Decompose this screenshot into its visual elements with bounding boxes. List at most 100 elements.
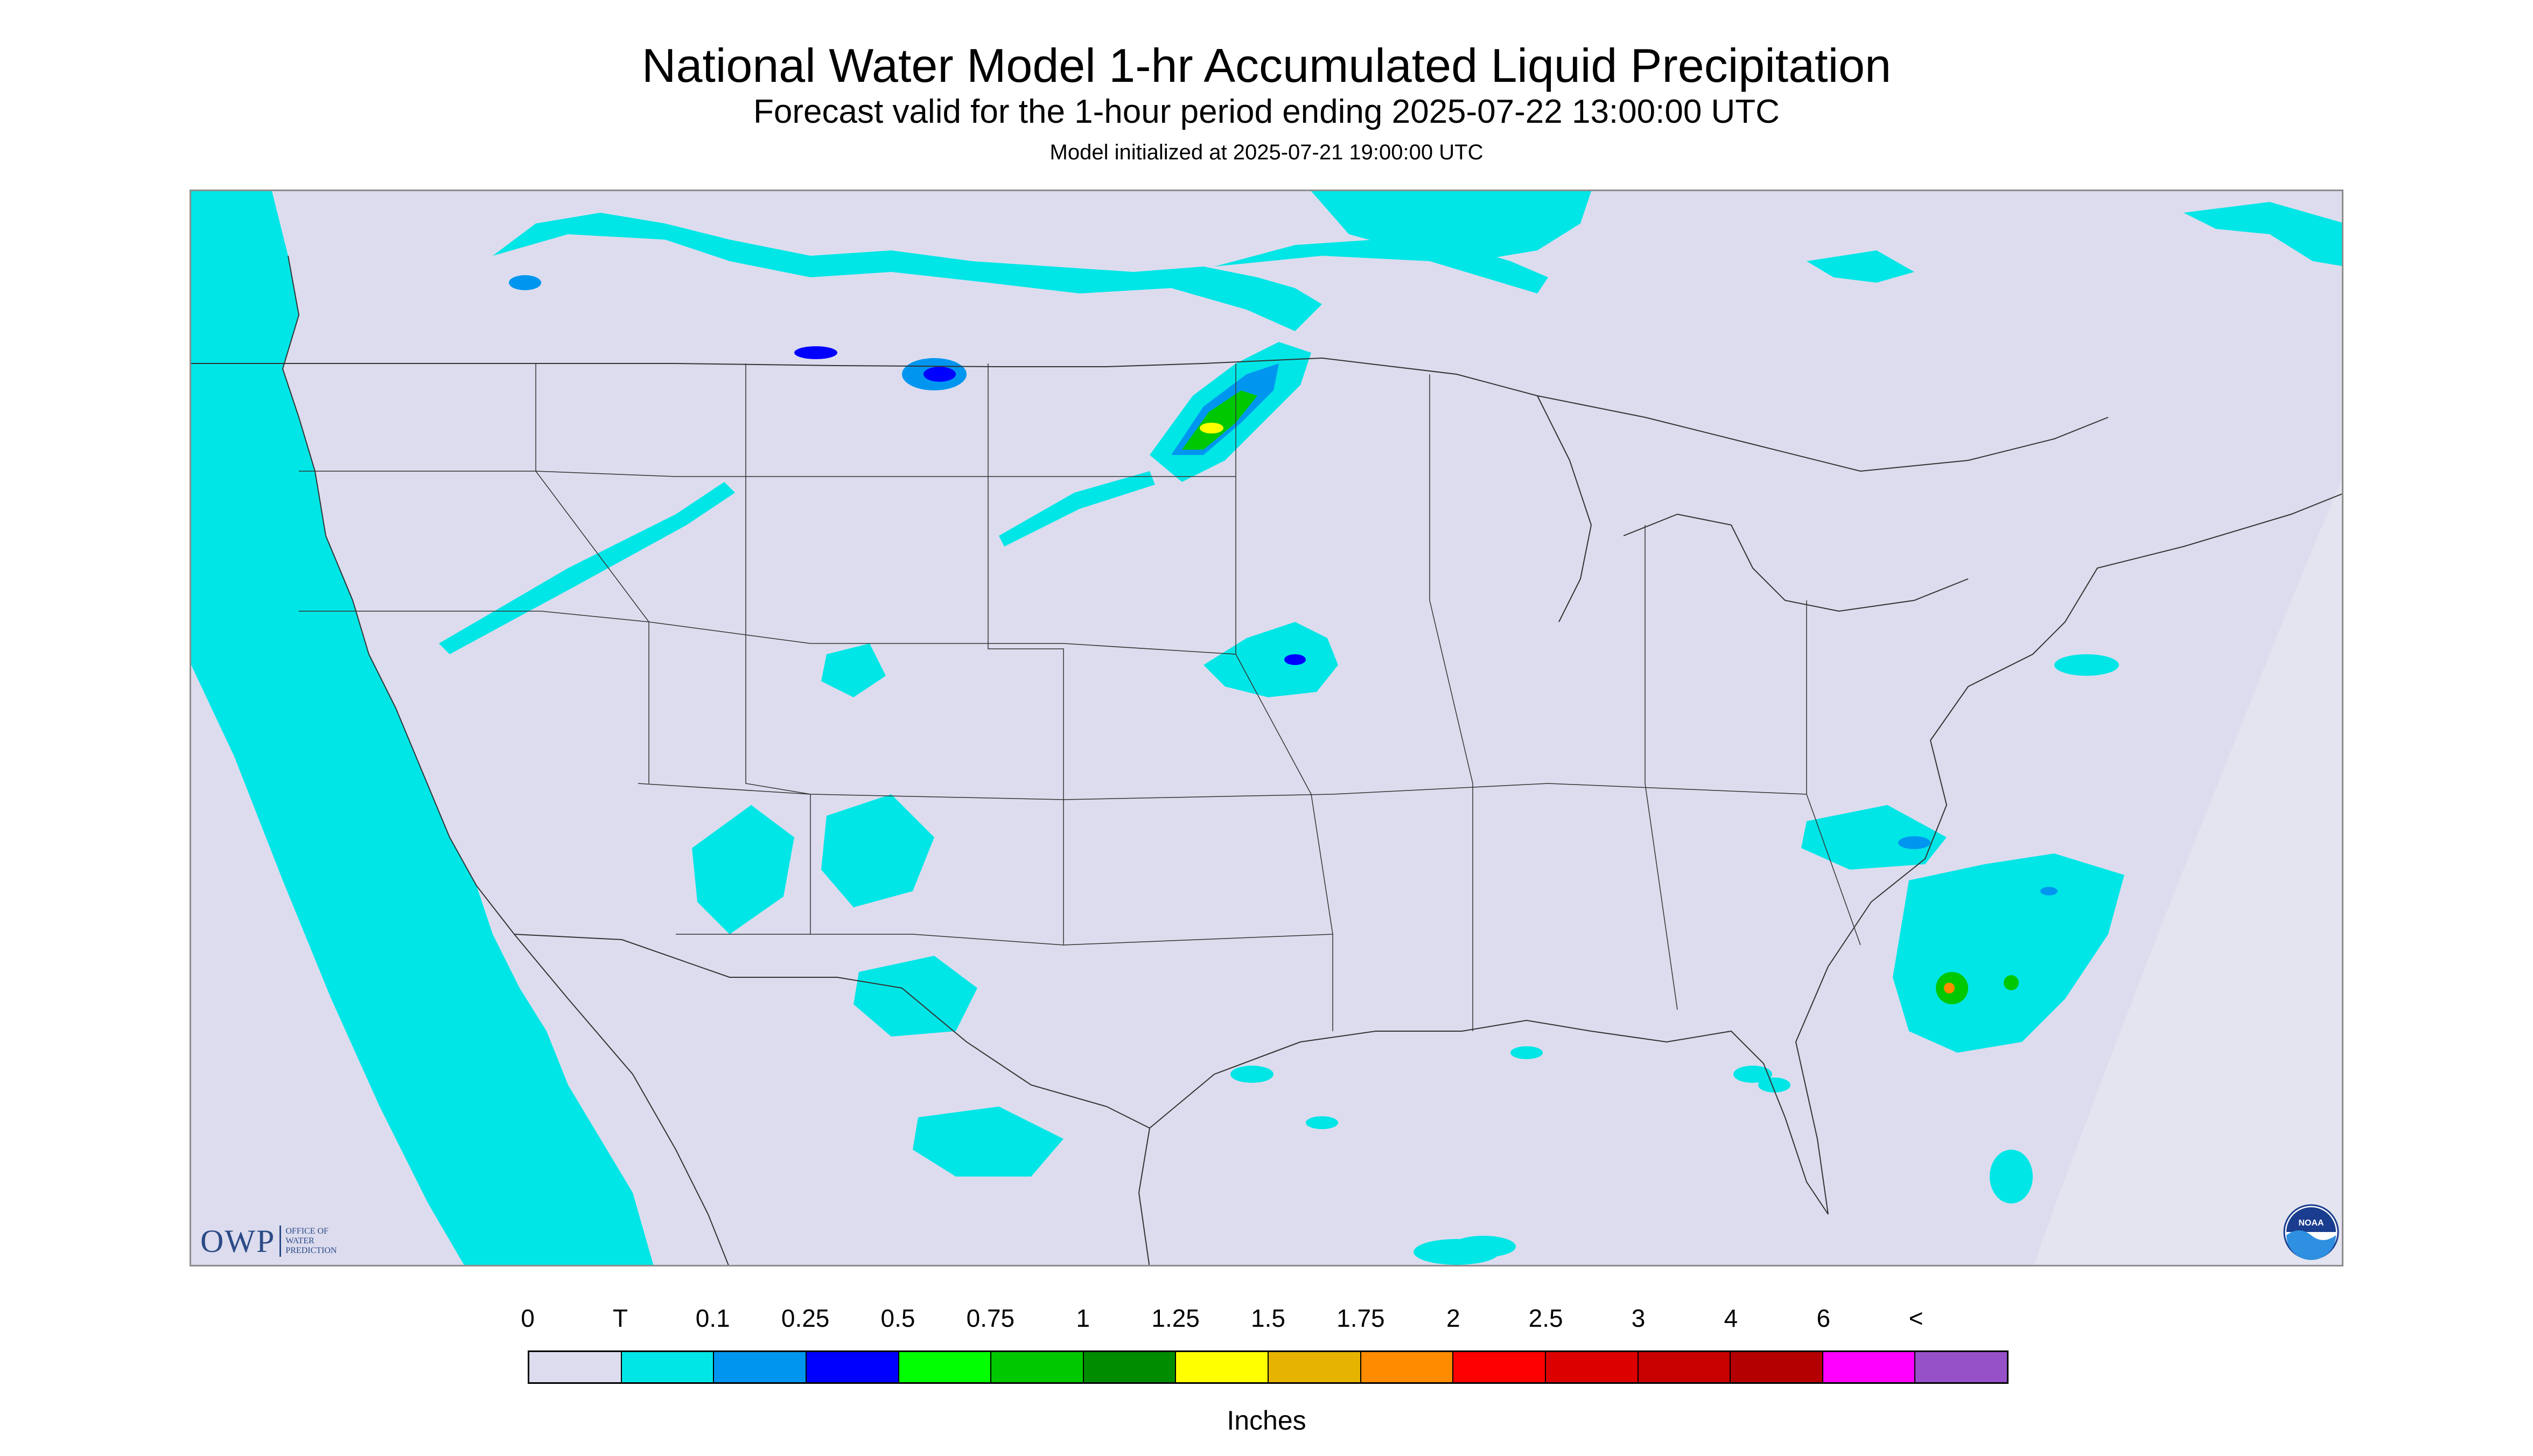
noaa-logo: NOAA: [2283, 1204, 2339, 1260]
legend-label: 0.75: [966, 1304, 1015, 1332]
florida-precip: [1758, 1077, 1790, 1093]
state-line-5: [535, 363, 649, 783]
atlantic-precip-se: [1990, 1150, 2033, 1203]
precipitation-map: [190, 190, 2343, 1266]
legend-label: 3: [1631, 1304, 1646, 1332]
legend-label: 1.75: [1337, 1304, 1385, 1332]
precip-core-idaho: [509, 275, 541, 290]
state-lines: [299, 363, 1861, 1031]
state-line-2: [299, 611, 1236, 655]
legend-swatch: [1083, 1352, 1177, 1382]
north-precip-band: [493, 213, 1322, 331]
legend-swatch: [991, 1352, 1084, 1382]
precip-core-montana-inner: [923, 367, 956, 382]
mexico-coast-west: [514, 934, 729, 1265]
state-line-4: [676, 934, 1333, 946]
state-line-1: [299, 471, 1236, 477]
legend-label: 4: [1724, 1304, 1738, 1332]
state-line-6: [745, 363, 811, 934]
us-mexico-border: [514, 934, 1150, 1129]
state-line-9: [1429, 374, 1473, 1031]
newmexico-precip-cluster: [821, 794, 934, 907]
legend-swatch: [714, 1352, 807, 1382]
legend-label: 0.1: [695, 1304, 730, 1332]
legend-swatch: [1638, 1352, 1731, 1382]
owp-subtext-line-2: WATER: [285, 1236, 314, 1245]
legend-label: 1.25: [1151, 1304, 1200, 1332]
model-init-time: Model initialized at 2025-07-21 19:00:00…: [1049, 141, 1484, 164]
owp-subtext-line-3: PREDICTION: [285, 1246, 337, 1255]
legend-label: 2.5: [1528, 1304, 1563, 1332]
legend-label: 0: [521, 1304, 535, 1332]
arizona-precip-cluster: [692, 805, 794, 934]
atlantic-precip-core-3: [2040, 887, 2058, 895]
great-lakes: [1537, 395, 1969, 622]
east-coast: [1795, 493, 2342, 1215]
atlantic-precip-core-orange: [1944, 983, 1955, 993]
canada-precip-east: [1807, 250, 1914, 283]
domain-edge-left: [191, 665, 464, 1265]
legend-swatch: [806, 1352, 899, 1382]
state-line-11: [1806, 600, 1861, 946]
legend-swatch: [1823, 1352, 1916, 1382]
legend-swatch: [1269, 1352, 1361, 1382]
legend-label: T: [612, 1304, 628, 1332]
legend-label: 6: [1816, 1304, 1831, 1332]
gulf-coast: [1149, 1019, 1829, 1215]
gulf-precip-3: [1733, 1066, 1772, 1083]
atlantic-precip-core-2: [2004, 975, 2019, 990]
wyoming-diagonal-streak: [999, 471, 1155, 547]
legend-swatch: [1731, 1352, 1823, 1382]
chart-subtitle: Forecast valid for the 1-hour period end…: [753, 93, 1780, 130]
carolinas-precip-core: [1898, 836, 1930, 849]
legend-units: Inches: [1227, 1405, 1306, 1436]
mexico-coast-east: [1138, 1128, 1150, 1265]
bottom-mid-precip: [1451, 1236, 1516, 1257]
state-line-7: [988, 363, 1064, 945]
legend-swatch: [1915, 1352, 2007, 1382]
gulf-precip-4: [1510, 1046, 1543, 1059]
owp-logo-subtext: OFFICE OF WATER PREDICTION: [285, 1227, 337, 1256]
gulf-precip-1: [1230, 1066, 1274, 1083]
legend-swatch: [621, 1352, 715, 1382]
owp-logo-text: OWP: [200, 1223, 276, 1259]
legend-label: 0.5: [880, 1304, 915, 1332]
new-england-precip: [2054, 654, 2119, 676]
colorado-precip: [821, 643, 886, 697]
legend-colorbar: [528, 1350, 2009, 1384]
state-line-8: [1235, 363, 1333, 1031]
west-coast: [282, 255, 515, 935]
gulf-precip-2: [1306, 1116, 1338, 1129]
state-line-10: [1645, 525, 1678, 1010]
owp-subtext-line-1: OFFICE OF: [285, 1227, 328, 1236]
west-coast-ocean-precip: [191, 191, 654, 1265]
precip-core-northdakota: [794, 346, 837, 359]
legend-label: <: [1908, 1304, 1923, 1332]
minnesota-storm-green: [1182, 390, 1257, 450]
carolinas-precip: [1801, 805, 1947, 870]
legend-swatch: [1453, 1352, 1546, 1382]
legend-label: 0.25: [781, 1304, 830, 1332]
legend-swatch: [899, 1352, 992, 1382]
us-canada-border: [191, 357, 2109, 472]
legend-swatch: [1361, 1352, 1454, 1382]
texas-mexico-precip: [853, 956, 977, 1037]
noaa-logo-text: NOAA: [2298, 1219, 2324, 1228]
minnesota-storm-yellow: [1200, 423, 1223, 433]
legend-label: 1.5: [1251, 1304, 1285, 1332]
map-svg: [191, 191, 2342, 1265]
legend-labels: 0 T 0.1 0.25 0.5 0.75 1 1.25 1.5 1.75 2 2.5 3 4 6 <: [0, 1303, 2533, 1335]
legend-label: 2: [1446, 1304, 1460, 1332]
canada-precip-northeast: [1311, 191, 1591, 261]
domain-edge-right: [2034, 479, 2342, 1265]
canada-precip-far-ne: [2184, 202, 2342, 266]
legend-swatch: [529, 1352, 622, 1382]
iowa-precip-core: [1284, 654, 1306, 665]
legend-swatch: [1545, 1352, 1639, 1382]
state-line-3: [638, 783, 1807, 800]
mexico-precip-south: [913, 1107, 1063, 1177]
owp-logo-separator: [279, 1226, 282, 1257]
legend-label: 1: [1076, 1304, 1090, 1332]
chart-title: National Water Model 1-hr Accumulated Li…: [641, 39, 1892, 92]
owp-logo: OWP OFFICE OF WATER PREDICTION: [200, 1222, 337, 1260]
